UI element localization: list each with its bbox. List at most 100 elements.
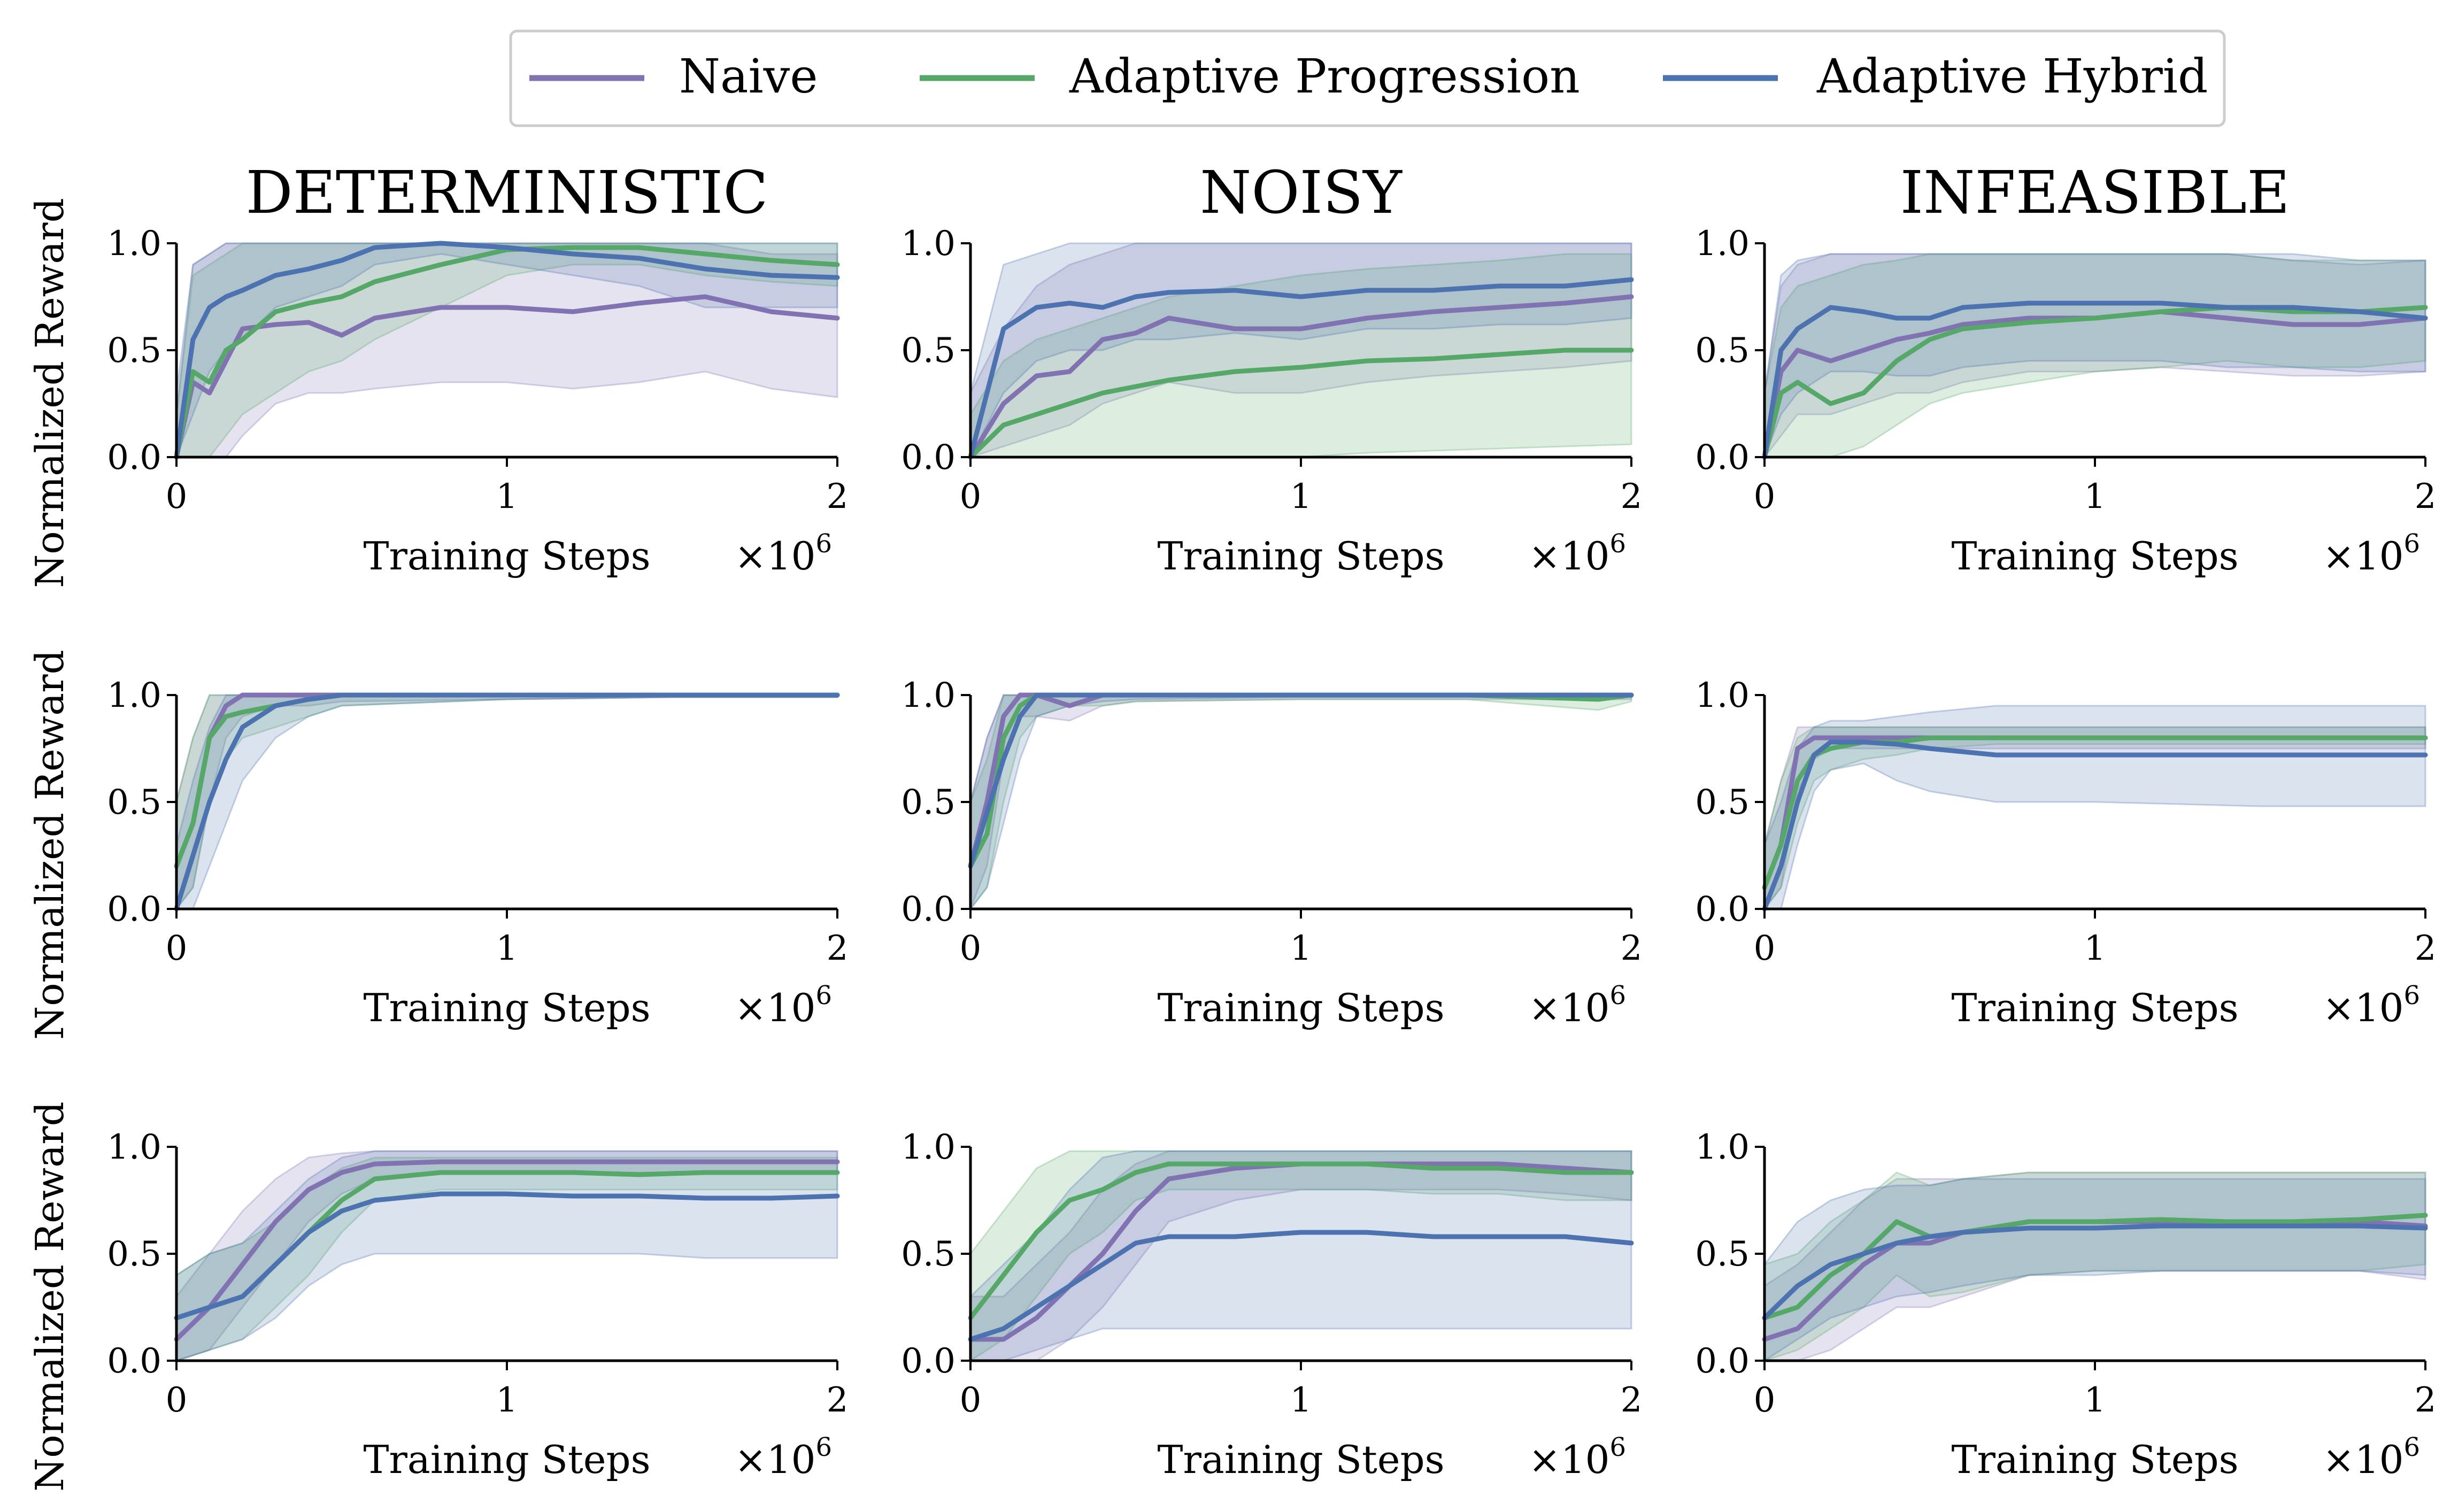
x-tick-label: 1 [1290,929,1312,968]
x-tick-label: 2 [827,929,849,968]
series-line-adaptive-progression [1762,1213,2428,1321]
y-tick-label: 1.0 [107,224,161,264]
panel-r1-c2: 0.0 0.5 1.0 0 1 2 Training Steps ×106 [1695,676,2436,1030]
series-line-adaptive-hybrid [1762,300,2428,460]
series-line-adaptive-progression [968,348,1634,460]
x-tick-label: 1 [1290,1380,1312,1420]
x-tick-label: 0 [1754,477,1776,516]
y-tick-label: 0.5 [901,331,956,371]
y-tick-label: 0.0 [1695,1341,1750,1381]
band-adaptive-progression [1763,253,2426,458]
y-tick-label: 0.5 [901,783,956,822]
panel-r2-c0: 0.0 0.5 1.0 0 1 2 Training Steps ×106 Normalized… [27,1101,848,1491]
x-multiplier-label: ×106 [1529,529,1627,578]
x-tick-label: 0 [960,477,982,516]
x-tick-label: 0 [1754,1380,1776,1420]
x-tick-label: 0 [960,929,982,968]
x-axis-label: Training Steps [363,1437,650,1482]
y-tick-label: 0.0 [901,890,956,929]
band-adaptive-progression [969,694,1632,912]
y-tick-label: 0.0 [1695,890,1750,929]
x-tick-label: 1 [1290,477,1312,516]
y-tick-label: 1.0 [107,676,161,715]
x-axis-label: Training Steps [1951,985,2238,1030]
y-tick-label: 0.0 [1695,438,1750,477]
x-tick-label: 2 [2415,929,2437,968]
x-tick-label: 1 [2084,1380,2106,1420]
x-tick-label: 1 [496,929,518,968]
x-tick-label: 0 [960,1380,982,1420]
y-axis-label: Normalized Reward [27,198,72,588]
y-tick-label: 0.5 [1695,1235,1750,1274]
band-adaptive-hybrid [969,694,1632,912]
series-line-adaptive-hybrid [1762,1223,2428,1321]
y-tick-label: 0.0 [901,438,956,477]
series-line-naive [968,294,1634,460]
y-tick-label: 0.5 [1695,331,1750,371]
series-line-naive [174,1159,840,1342]
y-tick-label: 1.0 [901,1128,956,1167]
panel-r0-c2: 0.0 0.5 1.0 0 1 2 Training Steps ×106 [1695,224,2436,578]
series-line-naive [968,1161,1634,1342]
x-axis-label: Training Steps [1157,534,1444,578]
series-line-naive [174,294,840,460]
series-line-adaptive-progression [174,245,840,460]
y-tick-label: 0.5 [107,1235,161,1274]
x-tick-label: 2 [2415,1380,2437,1420]
band-naive [1763,253,2426,460]
x-multiplier-label: ×106 [735,1432,833,1482]
x-tick-label: 2 [1621,929,1643,968]
x-multiplier-label: ×106 [2323,981,2421,1030]
series-line-adaptive-progression [968,1161,1634,1321]
series-line-adaptive-hybrid [968,692,1634,869]
x-tick-label: 2 [827,1380,849,1420]
y-tick-label: 0.5 [1695,783,1750,822]
band-naive [969,1150,1632,1362]
column-title-noisy: NOISY [1200,158,1403,227]
x-axis-label: Training Steps [1951,1437,2238,1482]
panel-r2-c2: 0.0 0.5 1.0 0 1 2 Training Steps ×106 [1695,1128,2436,1482]
panel-r2-c1: 0.0 0.5 1.0 0 1 2 Training Steps ×106 [901,1128,1642,1482]
x-axis-label: Training Steps [363,985,650,1030]
series-line-adaptive-hybrid [968,1230,1634,1342]
band-adaptive-hybrid [1763,1178,2426,1362]
x-tick-label: 0 [1754,929,1776,968]
column-title-infeasible: INFEASIBLE [1900,158,2290,227]
y-tick-label: 0.5 [107,331,161,371]
y-tick-label: 1.0 [901,676,956,715]
band-adaptive-progression [175,1156,838,1362]
x-tick-label: 2 [1621,1380,1643,1420]
y-axis-label: Normalized Reward [27,1101,72,1491]
band-naive [969,694,1632,909]
y-tick-label: 1.0 [1695,676,1750,715]
series-line-adaptive-hybrid [174,241,840,460]
x-tick-label: 1 [496,1380,518,1420]
x-tick-label: 0 [166,477,188,516]
x-axis-label: Training Steps [1157,1437,1444,1482]
series-line-adaptive-hybrid [174,692,840,912]
x-axis-label: Training Steps [1951,534,2238,578]
x-multiplier-label: ×106 [2323,529,2421,578]
x-multiplier-label: ×106 [735,981,833,1030]
y-tick-label: 0.0 [107,438,161,477]
y-tick-label: 0.0 [901,1341,956,1381]
x-tick-label: 1 [496,477,518,516]
x-tick-label: 2 [2415,477,2437,516]
y-tick-label: 1.0 [901,224,956,264]
x-tick-label: 0 [166,929,188,968]
panel-r1-c0: 0.0 0.5 1.0 0 1 2 Training Steps ×106 Normalized… [27,650,848,1039]
x-tick-label: 0 [166,1380,188,1420]
column-titles: DETERMINISTIC NOISY INFEASIBLE [245,158,2290,227]
x-axis-label: Training Steps [1157,985,1444,1030]
x-tick-label: 2 [1621,477,1643,516]
band-adaptive-hybrid [1763,253,2426,458]
x-tick-label: 1 [2084,929,2106,968]
column-title-deterministic: DETERMINISTIC [245,158,768,227]
series-line-naive [1762,309,2428,460]
y-tick-label: 1.0 [1695,224,1750,264]
y-tick-label: 1.0 [1695,1128,1750,1167]
x-multiplier-label: ×106 [735,529,833,578]
band-adaptive-progression [1763,726,2426,912]
panels-grid: 0.0 0.5 1.0 0 1 2 Training Steps ×106 Normalized… [27,198,2436,1491]
